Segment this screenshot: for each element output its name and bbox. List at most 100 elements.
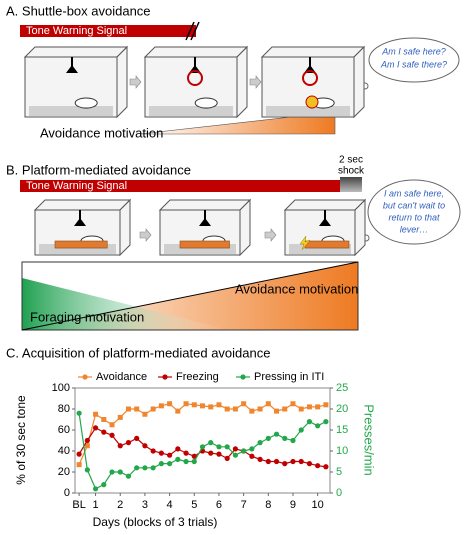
point xyxy=(158,461,164,467)
y-tick-label: 20 xyxy=(58,466,70,478)
bubble-text: lever… xyxy=(400,224,429,234)
bubble-text: I am safe here, xyxy=(384,188,444,198)
point xyxy=(323,464,329,470)
point xyxy=(125,406,131,412)
point xyxy=(216,444,222,450)
point xyxy=(109,432,115,438)
point xyxy=(257,456,263,462)
y-tick-label: 60 xyxy=(58,424,70,436)
point xyxy=(282,406,288,412)
cage xyxy=(261,56,355,118)
cage xyxy=(236,45,248,119)
point xyxy=(175,456,181,462)
arrow xyxy=(139,228,152,242)
point xyxy=(76,451,82,457)
cage xyxy=(283,199,367,211)
point xyxy=(282,435,288,441)
point xyxy=(232,452,239,458)
point xyxy=(208,440,214,446)
cage xyxy=(158,199,252,211)
point xyxy=(166,452,173,458)
point xyxy=(183,401,189,407)
shock-icon xyxy=(305,95,319,109)
point xyxy=(92,425,99,431)
x-tick-label: 4 xyxy=(167,499,173,511)
point xyxy=(84,437,90,444)
point xyxy=(282,461,288,467)
point xyxy=(290,401,296,407)
point xyxy=(241,448,247,454)
point xyxy=(109,422,115,428)
tone-bar xyxy=(20,180,362,192)
point xyxy=(224,406,230,412)
x-tick-label: 1 xyxy=(93,499,99,511)
y-tick-label: 80 xyxy=(58,403,70,415)
shock-block xyxy=(340,177,362,192)
cage xyxy=(116,45,128,119)
no-sign xyxy=(302,70,318,86)
rat xyxy=(74,97,98,109)
point xyxy=(265,401,271,407)
x-tick-label: BL xyxy=(72,499,85,511)
x-tick-label: 5 xyxy=(191,499,197,511)
legend-marker xyxy=(240,374,246,380)
motivation-label: Avoidance motivation xyxy=(40,125,163,140)
cage xyxy=(143,46,249,58)
break xyxy=(185,21,195,41)
thought-bubble xyxy=(368,37,460,83)
series-line xyxy=(78,402,327,465)
break xyxy=(190,21,200,41)
tone-label: Tone Warning Signal xyxy=(26,25,127,37)
point xyxy=(84,443,90,449)
point xyxy=(167,401,173,407)
avoidance-label: Avoidance motivation xyxy=(235,281,358,296)
point xyxy=(191,453,197,459)
x-tick-label: 2 xyxy=(117,499,123,511)
thought-bubble xyxy=(367,179,461,245)
point xyxy=(298,427,304,433)
arrow xyxy=(129,75,142,89)
point xyxy=(216,402,222,408)
rat xyxy=(194,97,218,109)
cage xyxy=(353,45,365,119)
point xyxy=(298,406,304,412)
legend-label: Pressing in ITI xyxy=(254,371,324,383)
point xyxy=(274,408,280,414)
x-axis-label: Days (blocks of 3 trials) xyxy=(93,515,218,529)
point xyxy=(117,469,123,475)
point xyxy=(125,473,132,479)
point xyxy=(315,423,321,429)
point xyxy=(142,411,148,417)
tone-bar xyxy=(20,25,196,37)
point xyxy=(109,469,115,475)
point xyxy=(183,458,189,465)
point xyxy=(265,458,271,465)
cage xyxy=(144,56,238,118)
y-tick-label: 100 xyxy=(52,382,70,394)
legend-label: Avoidance xyxy=(96,371,147,383)
point xyxy=(150,465,156,471)
x-tick-label: 3 xyxy=(142,499,148,511)
point xyxy=(315,463,321,469)
point xyxy=(158,450,164,456)
point xyxy=(199,444,206,450)
arrow xyxy=(264,228,277,242)
point xyxy=(125,440,132,446)
x-tick-label: 6 xyxy=(216,499,222,511)
point xyxy=(158,403,164,409)
lamp xyxy=(66,65,78,73)
legend-label: Freezing xyxy=(176,371,219,383)
y-tick-label: 40 xyxy=(58,445,70,457)
point xyxy=(76,410,82,416)
point xyxy=(134,435,140,441)
no-sign xyxy=(187,70,203,86)
y2-tick-label: 10 xyxy=(336,445,348,457)
point xyxy=(257,406,263,412)
point xyxy=(257,440,263,446)
x-tick-label: 9 xyxy=(290,499,296,511)
point xyxy=(175,446,181,452)
plot-frame xyxy=(74,387,331,494)
point xyxy=(134,406,140,412)
cage xyxy=(239,198,251,257)
